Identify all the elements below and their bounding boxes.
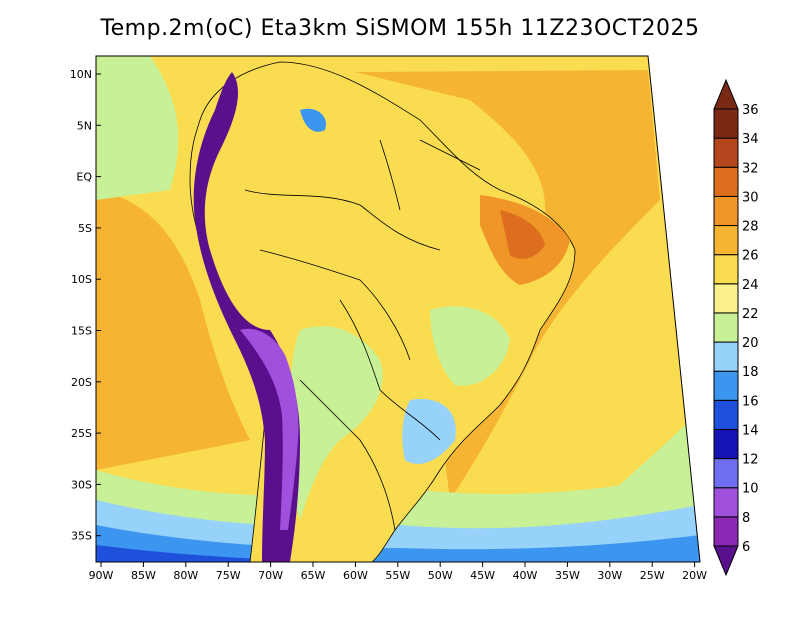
- colorbar-label: 6: [742, 540, 750, 555]
- nw-cool-zone: [96, 56, 179, 200]
- colorbar-label: 12: [742, 453, 759, 468]
- colorbar-segment: [713, 516, 739, 547]
- lat-label: 10S: [71, 273, 92, 286]
- lon-label: 45W: [470, 569, 495, 582]
- map-frame: [95, 55, 701, 563]
- colorbar-label: 36: [742, 103, 759, 118]
- lat-label: 5N: [77, 119, 92, 132]
- colorbar-label: 34: [742, 132, 759, 147]
- lon-label: 80W: [173, 569, 198, 582]
- colorbar-segment: [713, 225, 739, 256]
- pacific-warm-zone: [96, 190, 250, 470]
- colorbar-segment: [713, 428, 739, 460]
- south-band-16: [96, 545, 400, 562]
- colorbar-segment: [713, 487, 739, 518]
- lon-label: 65W: [301, 569, 326, 582]
- colorbar-segment: [713, 166, 739, 197]
- lon-label: 70W: [258, 569, 283, 582]
- colorbar: 6 8 10 12 14 16 18 20 22 24 26 28 30 32 34 36: [713, 78, 759, 577]
- colorbar-segment: [713, 312, 739, 343]
- lat-label: 10N: [70, 68, 92, 81]
- lat-label: 30S: [71, 478, 92, 491]
- colorbar-label: 14: [742, 423, 759, 438]
- lat-label: 20S: [71, 376, 92, 389]
- south-band-18: [96, 525, 700, 562]
- andes-cold-spine: [193, 72, 300, 562]
- southeast-cool-patch: [402, 399, 456, 464]
- lon-label: 90W: [89, 569, 114, 582]
- lon-label: 40W: [513, 569, 538, 582]
- colorbar-segment: [713, 458, 739, 489]
- colorbar-label: 8: [742, 511, 750, 526]
- colorbar-label: 26: [742, 249, 759, 264]
- longitude-axis: 90W 85W 80W 75W 70W 65W 60W 55W 50W 45W 40W 35W 30W 2…: [89, 562, 707, 582]
- lon-label: 55W: [385, 569, 410, 582]
- northeast-hotter-patch: [500, 210, 545, 259]
- colorbar-segment: [713, 254, 739, 285]
- interior-cool-patch: [288, 326, 383, 520]
- andes-plateau: [240, 328, 299, 530]
- colorbar-segment: [713, 370, 739, 401]
- lon-label: 20W: [682, 569, 707, 582]
- colorbar-segment: [713, 283, 739, 314]
- lat-label: 5S: [78, 222, 92, 235]
- colorbar-label: 16: [742, 394, 759, 409]
- lon-label: 85W: [131, 569, 156, 582]
- colorbar-segment: [713, 341, 739, 372]
- colorbar-segment: [713, 137, 739, 168]
- lon-label: 35W: [555, 569, 580, 582]
- colorbar-label: 32: [742, 161, 759, 176]
- colorbar-segment: [713, 195, 739, 227]
- lon-label: 30W: [597, 569, 622, 582]
- lon-label: 25W: [640, 569, 665, 582]
- lat-label: 25S: [71, 427, 92, 440]
- lat-label: 15S: [71, 325, 92, 338]
- colorbar-label: 10: [742, 482, 759, 497]
- colorbar-label: 30: [742, 190, 759, 205]
- colorbar-segment: [713, 108, 739, 139]
- venezuela-cool-patch: [300, 108, 326, 132]
- lon-label: 60W: [343, 569, 368, 582]
- lat-label: 35S: [71, 530, 92, 543]
- colorbar-label: 18: [742, 365, 759, 380]
- colorbar-min-arrow: [713, 545, 739, 577]
- colorbar-label: 22: [742, 307, 759, 322]
- highlands-cool-patch: [430, 306, 510, 386]
- map-title: Temp.2m(oC) Eta3km SiSMOM 155h 11Z23OCT2…: [100, 16, 700, 41]
- colorbar-label: 28: [742, 220, 759, 235]
- latitude-axis: 10N 5N EQ 5S 10S 15S 20S 25S 30S 35S: [70, 68, 101, 543]
- atlantic-warm-zone: [355, 70, 660, 500]
- colorbar-label: 20: [742, 336, 759, 351]
- lon-label: 75W: [216, 569, 241, 582]
- country-borders: [244, 139, 481, 531]
- colorbar-max-arrow: [713, 78, 739, 110]
- lat-label: EQ: [76, 171, 92, 184]
- lon-label: 50W: [428, 569, 453, 582]
- colorbar-segment: [713, 399, 739, 430]
- temperature-field: [96, 56, 700, 562]
- colorbar-label: 24: [742, 278, 759, 293]
